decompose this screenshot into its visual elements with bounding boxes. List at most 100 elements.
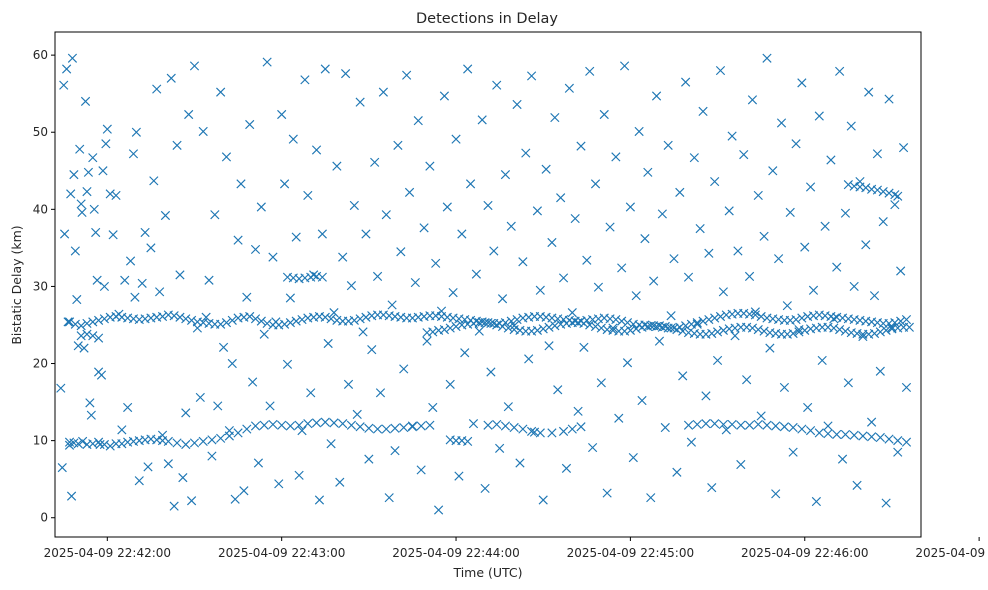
data-point <box>901 437 912 447</box>
data-point <box>317 272 327 282</box>
data-point <box>361 229 371 239</box>
data-point <box>628 452 638 463</box>
data-point <box>242 292 252 302</box>
data-point <box>683 420 694 430</box>
data-point <box>404 187 415 197</box>
data-point <box>372 271 383 282</box>
data-point <box>773 254 784 264</box>
data-point <box>117 425 127 435</box>
data-point <box>361 312 371 322</box>
data-point <box>768 166 778 176</box>
data-point <box>666 323 676 333</box>
data-point <box>678 326 688 336</box>
data-point <box>835 66 845 76</box>
chart-title: Detections in Delay <box>416 11 558 27</box>
data-point <box>372 424 383 434</box>
data-point <box>544 322 554 332</box>
data-point <box>370 157 380 167</box>
data-point <box>686 319 697 329</box>
x-tick-label: 2025-04-09 22:45:00 <box>567 546 694 560</box>
data-point <box>718 419 728 430</box>
data-point <box>80 96 91 106</box>
data-point <box>227 358 237 369</box>
data-point <box>500 421 511 431</box>
data-point <box>79 343 89 353</box>
data-point <box>875 432 885 443</box>
data-point <box>96 370 107 380</box>
data-point <box>901 382 912 393</box>
data-point <box>532 325 543 335</box>
data-point <box>646 493 656 503</box>
data-point <box>730 331 740 341</box>
y-tick-label: 50 <box>33 125 48 139</box>
data-point <box>89 204 99 214</box>
y-tick-label: 30 <box>33 279 48 293</box>
data-point <box>364 454 374 464</box>
data-point <box>131 127 141 137</box>
data-point <box>649 276 659 286</box>
data-point <box>77 207 87 218</box>
x-axis-label: Time (UTC) <box>452 565 522 580</box>
data-point <box>320 417 330 427</box>
data-point <box>660 422 670 433</box>
data-point <box>326 439 336 449</box>
data-point <box>381 210 391 220</box>
data-point <box>654 336 665 346</box>
data-point <box>99 281 110 292</box>
data-point <box>172 140 182 150</box>
data-point <box>413 116 423 126</box>
data-point <box>91 227 101 238</box>
data-point <box>512 314 522 325</box>
data-point <box>756 311 766 322</box>
data-point <box>169 311 179 321</box>
data-point <box>681 77 691 87</box>
data-point <box>78 436 88 447</box>
data-point <box>727 131 737 141</box>
data-point <box>890 200 900 210</box>
data-point <box>864 87 874 97</box>
data-point <box>840 208 851 218</box>
data-point <box>439 91 450 101</box>
data-point <box>128 149 139 159</box>
data-point <box>814 428 824 438</box>
data-point <box>727 419 737 430</box>
data-point <box>608 323 618 333</box>
data-point <box>593 282 604 292</box>
data-point <box>718 287 728 297</box>
data-point <box>896 266 906 276</box>
data-point <box>88 317 98 327</box>
x-tick-label: 2025-04-09 22:44:00 <box>392 546 519 560</box>
data-point <box>619 61 630 71</box>
data-point <box>250 314 261 324</box>
data-point <box>175 312 185 322</box>
data-point <box>736 420 746 430</box>
data-point <box>250 421 261 431</box>
data-point <box>326 314 336 324</box>
data-point <box>216 87 226 97</box>
data-point <box>884 434 894 444</box>
data-point <box>550 112 560 123</box>
data-point <box>230 494 240 504</box>
data-point <box>463 64 473 74</box>
data-point <box>695 223 705 234</box>
data-point <box>457 229 467 239</box>
data-point <box>233 235 243 245</box>
data-point <box>753 190 763 201</box>
data-point <box>893 191 903 201</box>
data-point <box>210 210 220 220</box>
data-point <box>840 326 851 336</box>
data-point <box>837 454 848 464</box>
data-point <box>547 428 557 438</box>
data-point <box>399 422 409 433</box>
data-point <box>101 139 111 149</box>
data-point <box>480 483 490 494</box>
data-point <box>410 277 420 288</box>
data-point <box>901 314 912 325</box>
data-point <box>547 237 557 248</box>
data-point <box>338 252 348 262</box>
data-point <box>771 489 781 499</box>
y-tick-label: 10 <box>33 434 48 448</box>
data-point <box>393 140 403 150</box>
data-point <box>614 413 624 423</box>
data-point <box>881 498 891 508</box>
